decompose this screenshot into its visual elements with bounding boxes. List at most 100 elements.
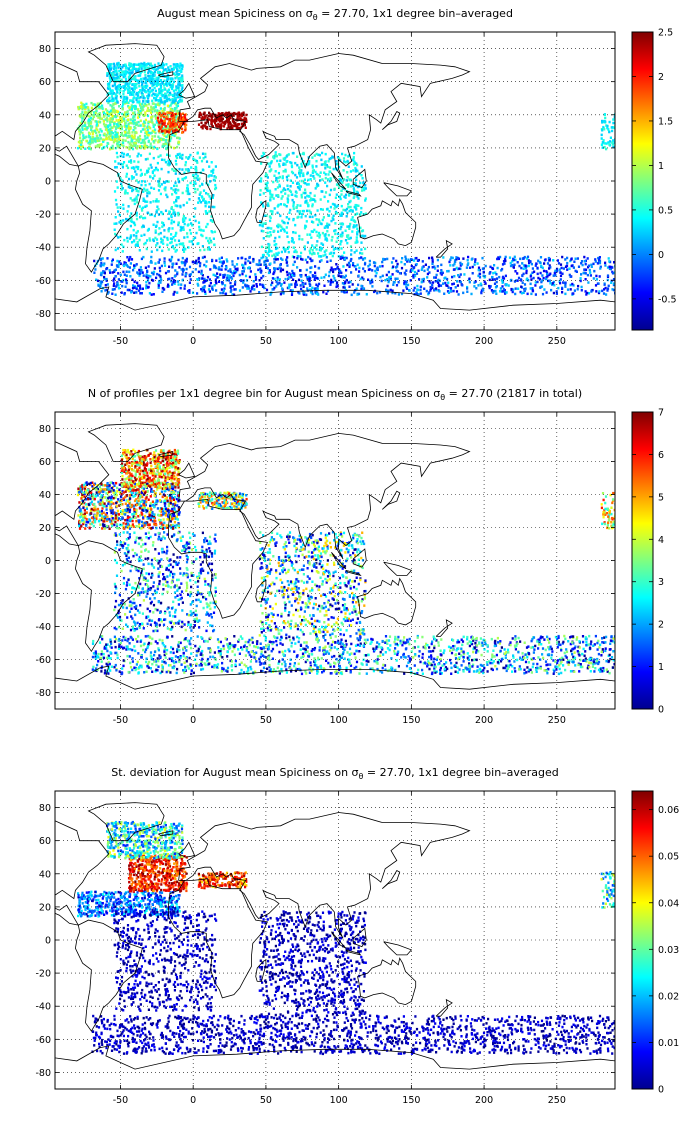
bin-cell	[266, 176, 269, 179]
bin-cell	[135, 165, 138, 169]
bin-cell	[152, 74, 155, 77]
bin-cell	[82, 106, 86, 110]
bin-cell	[166, 153, 169, 156]
bin-cell	[162, 223, 165, 227]
bin-cell	[269, 262, 272, 265]
bin-cell	[125, 72, 128, 75]
bin-cell	[412, 266, 415, 269]
bin-cell	[576, 288, 579, 291]
bin-cell	[420, 268, 423, 271]
bin-cell	[558, 268, 561, 271]
bin-cell	[534, 293, 537, 296]
bin-cell	[167, 111, 170, 115]
bin-cell	[77, 107, 80, 111]
bin-cell	[502, 290, 505, 293]
bin-cell	[235, 126, 238, 130]
bin-cell	[123, 70, 126, 74]
bin-cell	[131, 139, 134, 142]
bin-cell	[120, 243, 123, 246]
y-tick-label: 80	[39, 44, 51, 55]
bin-cell	[602, 139, 605, 142]
bin-cell	[109, 109, 112, 112]
bin-cell	[167, 283, 170, 286]
bin-cell	[106, 128, 109, 131]
bin-cell	[205, 265, 208, 268]
bin-cell	[310, 259, 313, 263]
bin-cell	[99, 281, 102, 284]
bin-cell	[426, 272, 429, 276]
bin-cell	[125, 175, 128, 178]
bin-cell	[311, 156, 314, 159]
bin-cell	[208, 165, 211, 168]
bin-cell	[419, 292, 422, 295]
bin-cell	[119, 177, 122, 180]
bin-cell	[124, 100, 127, 104]
bin-cell	[117, 284, 120, 287]
bin-cell	[163, 83, 166, 86]
bin-cell	[291, 181, 295, 184]
bin-cell	[412, 289, 415, 292]
bin-cell	[124, 115, 127, 118]
bin-cell	[170, 102, 173, 105]
bin-cell	[116, 62, 119, 65]
bin-cell	[328, 157, 331, 161]
bin-cell	[207, 114, 210, 118]
bin-cell	[234, 267, 237, 271]
bin-cell	[349, 245, 353, 248]
bin-cell	[206, 222, 209, 226]
bin-cell	[158, 89, 161, 93]
bin-cell	[139, 266, 142, 269]
bin-cell	[81, 124, 84, 127]
bin-cell	[272, 197, 275, 200]
bin-cell	[333, 203, 336, 206]
bin-cell	[470, 292, 473, 296]
bin-cell	[278, 185, 281, 188]
bin-cell	[308, 279, 311, 282]
bin-cell	[230, 127, 233, 130]
bin-cell	[244, 126, 247, 129]
bin-cell	[182, 228, 185, 231]
bin-cell	[189, 232, 192, 235]
bin-cell	[145, 286, 148, 290]
bin-cell	[122, 85, 125, 88]
bin-cell	[197, 260, 201, 264]
bin-cell	[344, 281, 347, 285]
bin-cell	[185, 267, 188, 271]
bin-cell	[125, 279, 128, 283]
bin-cell	[116, 142, 119, 145]
bin-cell	[120, 291, 123, 294]
bin-cell	[281, 268, 285, 272]
bin-cell	[208, 210, 211, 213]
bin-cell	[390, 261, 394, 264]
bin-cell	[371, 285, 374, 288]
bin-cell	[347, 281, 350, 284]
bin-cell	[142, 122, 145, 126]
bin-cell	[334, 268, 337, 271]
bin-cell	[354, 265, 357, 268]
bin-cell	[161, 101, 164, 104]
bin-cell	[173, 134, 176, 138]
bin-cell	[228, 111, 231, 114]
bin-cell	[117, 85, 120, 88]
bin-cell	[321, 208, 324, 211]
bin-cell	[215, 281, 218, 285]
bin-cell	[121, 284, 124, 288]
bin-cell	[115, 70, 118, 74]
bin-cell	[604, 264, 607, 267]
bin-cell	[137, 165, 140, 169]
bin-cell	[315, 172, 318, 176]
bin-cell	[106, 74, 109, 77]
bin-cell	[77, 127, 80, 130]
bin-cell	[265, 257, 268, 260]
bin-cell	[183, 113, 186, 117]
bin-cell	[140, 67, 143, 70]
bin-cell	[115, 222, 118, 225]
bin-cell	[597, 256, 600, 260]
bin-cell	[552, 259, 555, 262]
bin-cell	[170, 79, 173, 82]
bin-cell	[270, 227, 273, 230]
bin-cell	[335, 183, 339, 186]
bin-cell	[333, 207, 336, 210]
bin-cell	[175, 86, 178, 90]
bin-cell	[176, 76, 179, 79]
